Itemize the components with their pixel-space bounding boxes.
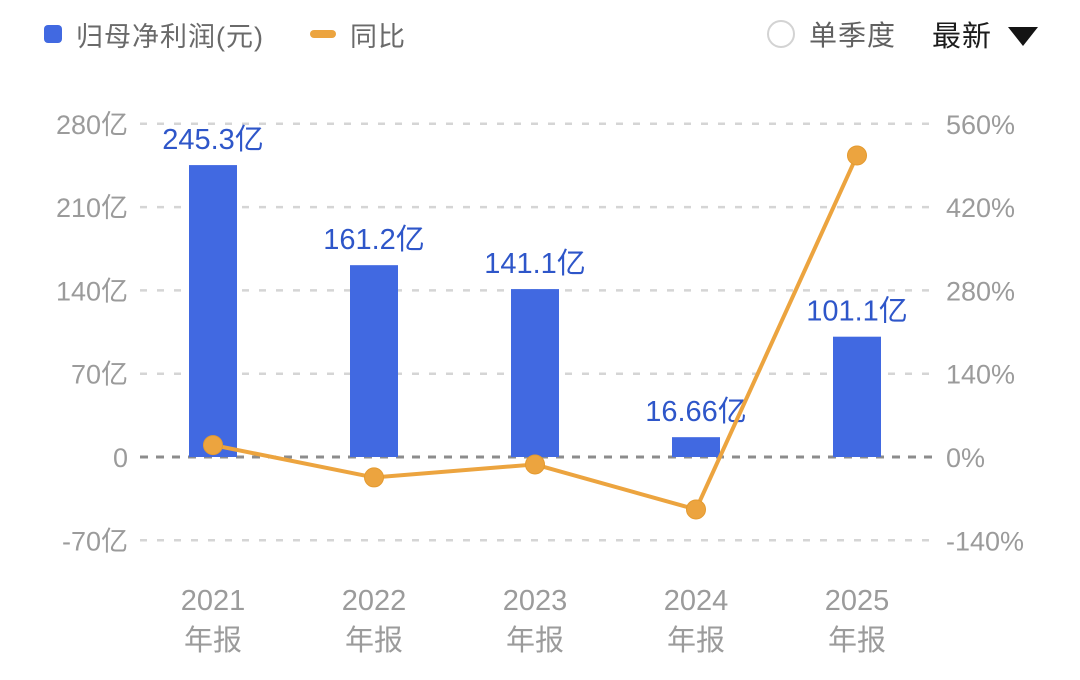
yoy-swatch-icon — [309, 30, 336, 38]
chevron-down-icon — [1008, 26, 1038, 46]
report-period-value[interactable]: 最新 — [931, 21, 992, 53]
net-profit-legend-label: 归母净利润(元) — [76, 21, 264, 52]
x-tick-period: 年报 — [667, 624, 725, 657]
x-tick-period: 年报 — [506, 624, 564, 657]
legend-item-yoy: 同比 — [309, 15, 406, 54]
x-tick-period: 年报 — [184, 624, 242, 657]
right-axis-tick: 280% — [946, 276, 1015, 306]
yoy-legend-label: 同比 — [349, 21, 406, 52]
bar-2023[interactable] — [511, 289, 559, 457]
x-tick-year: 2024 — [664, 585, 729, 617]
yoy-point-2023[interactable] — [525, 454, 545, 475]
single-quarter-label[interactable]: 单季度 — [808, 20, 896, 51]
right-axis-tick: 560% — [946, 110, 1015, 140]
single-quarter-radio[interactable] — [766, 20, 795, 48]
legend: 归母净利润(元) 同比 — [44, 14, 406, 54]
right-axis-tick: 140% — [946, 360, 1015, 390]
bar-2021[interactable] — [189, 165, 237, 457]
bar-2024[interactable] — [672, 437, 720, 457]
x-tick-period: 年报 — [828, 624, 886, 657]
bar-label-2022: 161.2亿 — [323, 223, 425, 256]
chart-controls: 单季度 最新 — [766, 13, 1038, 55]
legend-item-net-profit: 归母净利润(元) — [44, 15, 264, 54]
bar-label-2023: 141.1亿 — [484, 247, 586, 280]
bar-label-2024: 16.66亿 — [645, 395, 747, 428]
x-tick-period: 年报 — [345, 624, 403, 657]
left-axis-tick: 0 — [113, 443, 128, 473]
yoy-point-2022[interactable] — [364, 467, 384, 488]
yoy-point-2024[interactable] — [686, 499, 706, 520]
bar-2022[interactable] — [350, 265, 398, 457]
x-tick-year: 2025 — [825, 585, 890, 617]
bar-label-2025: 101.1亿 — [806, 295, 908, 328]
bar-2025[interactable] — [833, 336, 881, 457]
x-tick-year: 2021 — [181, 585, 246, 617]
x-tick-year: 2023 — [503, 585, 568, 617]
x-tick-year: 2022 — [342, 585, 407, 617]
left-axis-tick: 70亿 — [71, 360, 128, 390]
left-axis-tick: 140亿 — [56, 276, 128, 306]
left-axis-tick: -70亿 — [62, 526, 128, 556]
left-axis-tick: 280亿 — [56, 110, 128, 140]
right-axis-tick: 0% — [946, 443, 985, 473]
yoy-point-2025[interactable] — [847, 145, 867, 166]
yoy-point-2021[interactable] — [203, 435, 223, 456]
net-profit-swatch-icon — [44, 25, 62, 43]
report-period-dropdown[interactable]: 最新 — [932, 13, 1038, 55]
right-axis-tick: -140% — [946, 526, 1024, 556]
bar-label-2021: 245.3亿 — [162, 123, 264, 156]
right-axis-tick: 420% — [946, 193, 1015, 223]
left-axis-tick: 210亿 — [56, 193, 128, 223]
